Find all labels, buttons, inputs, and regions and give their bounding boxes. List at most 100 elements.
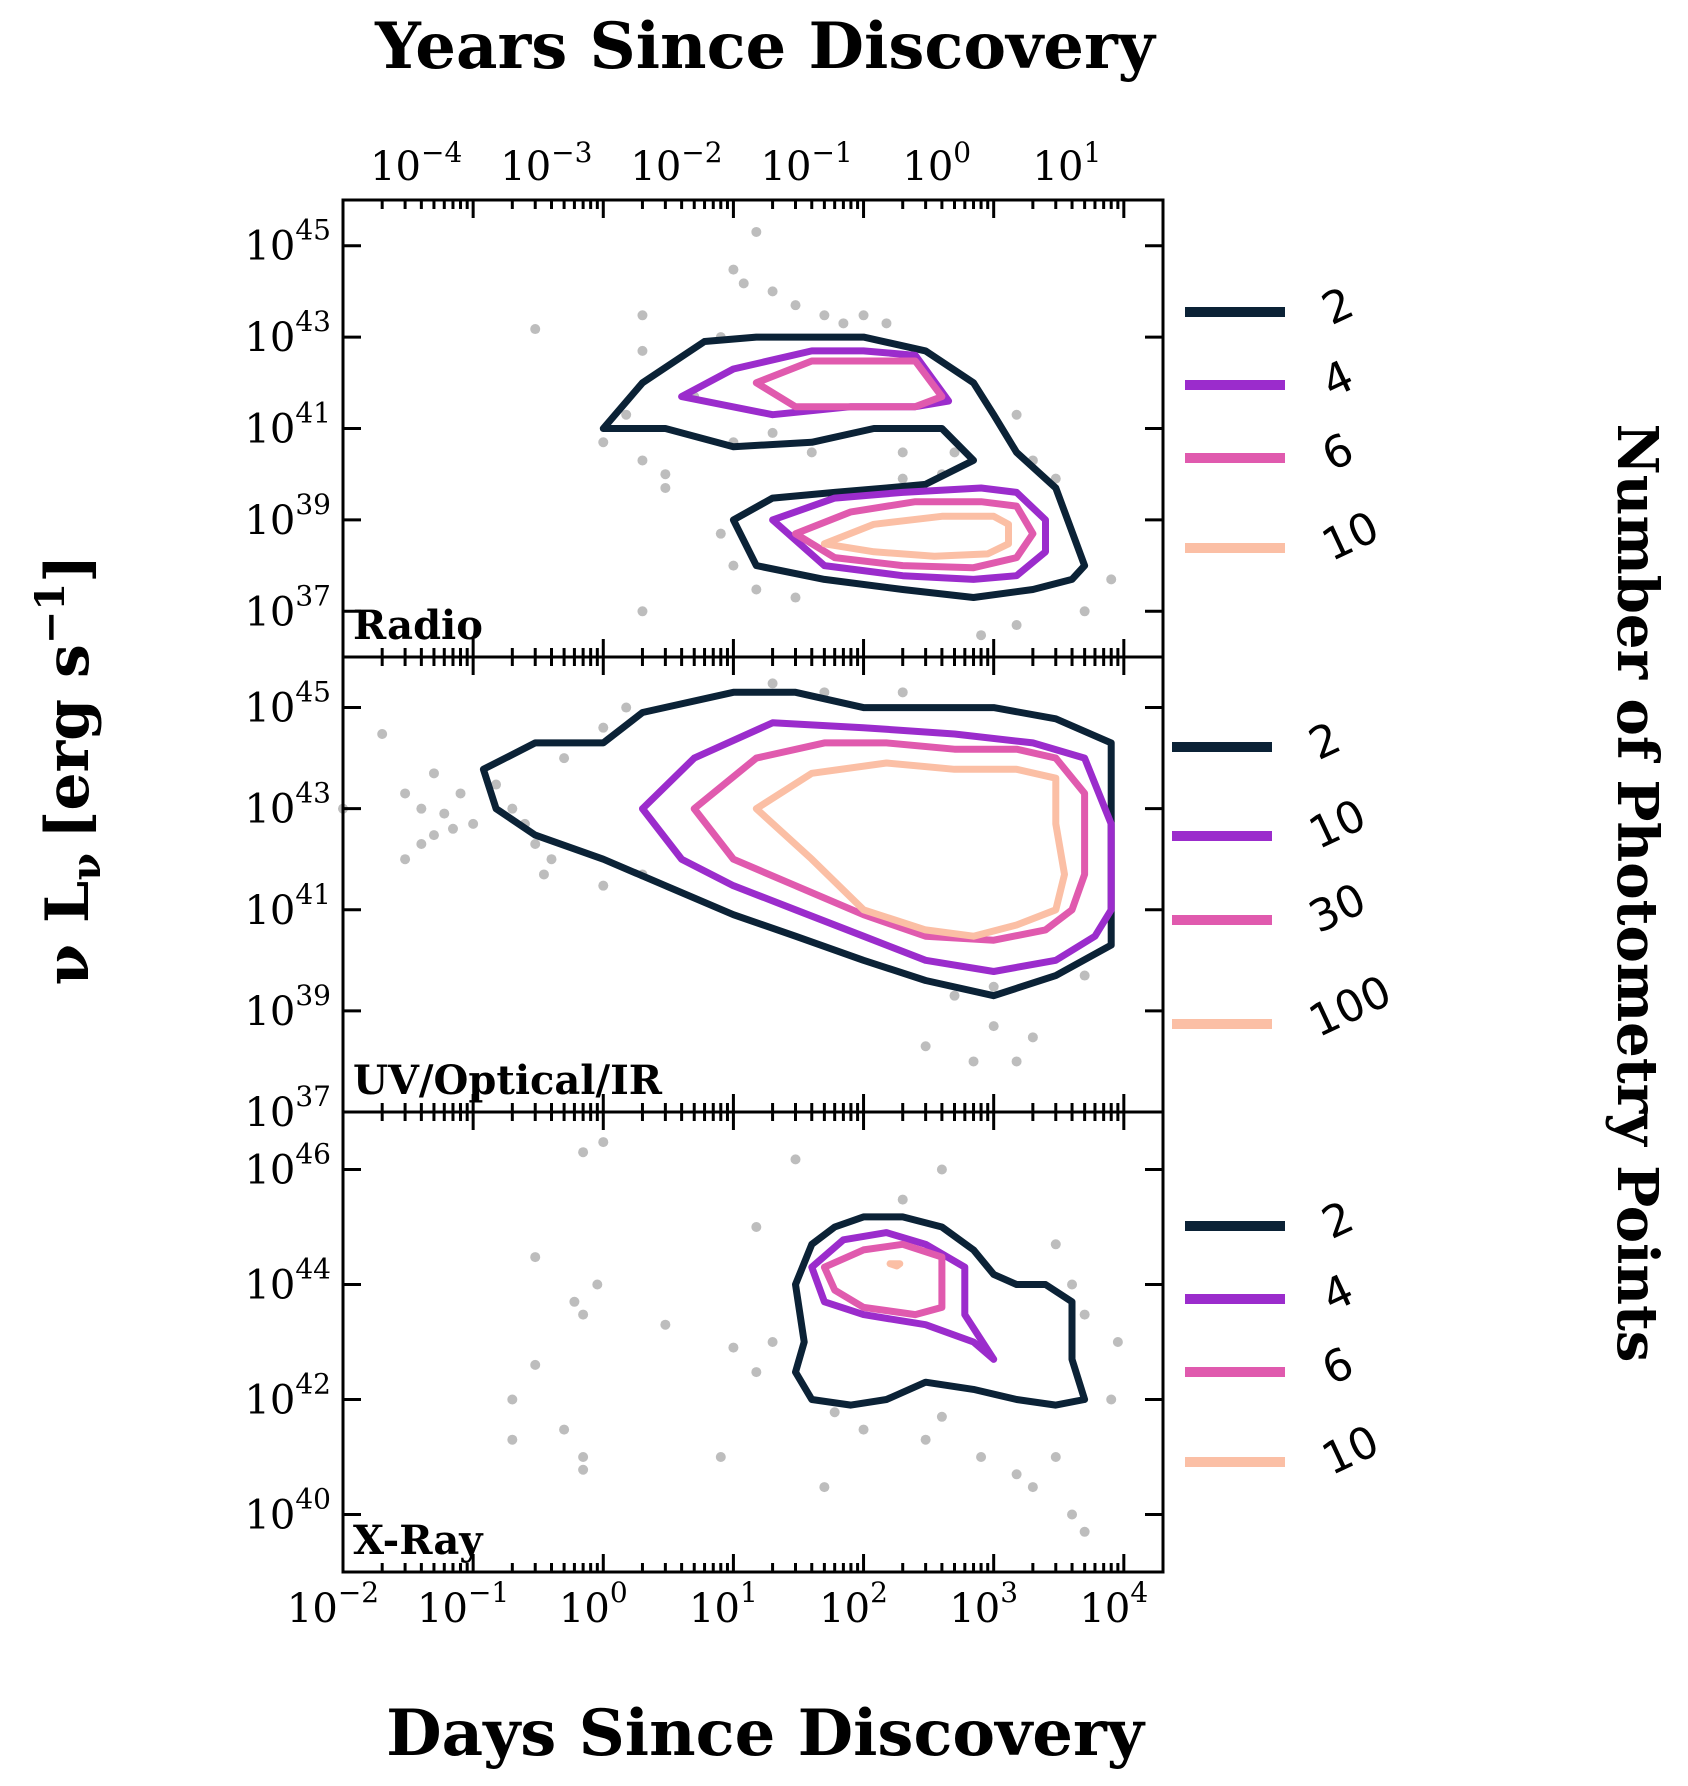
data-point xyxy=(660,1319,671,1330)
data-point xyxy=(858,1424,869,1435)
contour-level-6 xyxy=(752,357,946,411)
data-point xyxy=(751,584,762,595)
legend-label: 4 xyxy=(1314,351,1361,409)
contour-level-4 xyxy=(769,484,1049,583)
data-point xyxy=(507,1434,518,1445)
contour-level-100 xyxy=(752,759,1068,940)
data-point xyxy=(637,606,648,617)
y-axis-title-sub: ν xyxy=(63,853,110,881)
data-point xyxy=(621,409,632,420)
y-axis-title-sup: −1 xyxy=(27,583,74,644)
data-point xyxy=(897,473,908,484)
data-point xyxy=(738,278,749,289)
data-point xyxy=(559,753,570,764)
data-point xyxy=(715,1452,726,1462)
data-point xyxy=(660,469,671,480)
x-axis-labels: 10−2 10−1 100 101 102 103 104 xyxy=(287,1576,1148,1632)
x-tick-label: 100 xyxy=(559,1576,628,1632)
data-point xyxy=(559,1424,570,1435)
data-point xyxy=(988,981,999,992)
x-tick-label: 10−2 xyxy=(287,1576,379,1632)
y-tick-label: 1037 xyxy=(244,579,331,635)
contour-level-10 xyxy=(639,719,1115,975)
bottom-axis-title: Days Since Discovery xyxy=(386,1696,1146,1771)
data-point xyxy=(377,728,388,739)
y-tick-label: 1046 xyxy=(244,1138,331,1194)
data-point xyxy=(767,286,778,297)
data-point xyxy=(767,427,778,438)
data-point xyxy=(790,300,801,311)
data-point xyxy=(1050,1239,1061,1250)
data-point xyxy=(806,447,817,458)
data-point xyxy=(728,264,739,275)
panel-frame xyxy=(341,655,1165,1114)
data-point xyxy=(751,226,762,237)
x-tick-label: 103 xyxy=(949,1576,1018,1632)
data-point xyxy=(598,722,609,733)
data-point xyxy=(569,1296,580,1307)
data-point xyxy=(428,830,439,841)
contour-level-10 xyxy=(886,1260,904,1270)
y-axis: 1040 1042 1044 1046 xyxy=(244,1138,1163,1539)
data-point xyxy=(936,1164,947,1175)
data-point xyxy=(621,702,632,713)
contour-level-2 xyxy=(479,688,1115,1000)
data-point xyxy=(1050,1452,1061,1462)
top-tick-label: 100 xyxy=(902,136,971,190)
data-point xyxy=(578,1309,589,1320)
data-point xyxy=(1106,574,1117,585)
colorbar-title: Number of Photometry Points xyxy=(1604,424,1670,1363)
data-point xyxy=(1011,409,1022,420)
contour-level-30 xyxy=(690,739,1089,944)
data-point xyxy=(637,310,648,321)
data-point xyxy=(578,1452,589,1462)
data-point xyxy=(920,1041,931,1052)
data-point xyxy=(819,1482,830,1493)
scatter-points xyxy=(507,1137,1123,1537)
data-point xyxy=(598,1137,609,1148)
y-axis-title: ν Lν [erg s−1] xyxy=(27,554,110,985)
contour-level-10 xyxy=(820,512,1012,560)
data-point xyxy=(637,455,648,466)
data-point xyxy=(491,779,502,790)
density-contours xyxy=(479,688,1115,1000)
data-point xyxy=(751,1222,762,1232)
y-tick-label: 1044 xyxy=(244,1253,331,1309)
data-point xyxy=(1079,970,1090,981)
legend-label: 6 xyxy=(1314,1338,1361,1396)
y-tick-label: 1037 xyxy=(244,1080,331,1136)
top-tick-label: 10−3 xyxy=(500,136,592,190)
y-tick-label: 1039 xyxy=(244,488,331,544)
data-point xyxy=(976,630,987,641)
data-point xyxy=(858,310,869,321)
data-point xyxy=(400,854,411,865)
data-point xyxy=(728,1342,739,1353)
top-axis-title: Years Since Discovery xyxy=(374,9,1157,84)
scatter-points xyxy=(338,678,1090,1067)
data-point xyxy=(1112,1337,1123,1347)
data-point xyxy=(881,318,892,329)
x-ticks xyxy=(341,200,1165,657)
data-point xyxy=(400,788,411,799)
data-point xyxy=(1027,1032,1038,1043)
data-point xyxy=(578,1464,589,1475)
data-point xyxy=(767,678,778,689)
data-point xyxy=(1027,1482,1038,1493)
data-point xyxy=(897,447,908,458)
legend-label: 4 xyxy=(1314,1265,1361,1323)
data-point xyxy=(819,310,830,321)
top-years-axis: 10−4 10−3 10−2 10−1 100 101 xyxy=(370,136,1101,190)
data-point xyxy=(1011,620,1022,631)
data-point xyxy=(1067,1279,1078,1290)
y-tick-label: 1043 xyxy=(244,777,331,833)
data-point xyxy=(637,345,648,356)
data-point xyxy=(507,1394,518,1405)
data-point xyxy=(598,880,609,891)
data-point xyxy=(447,823,458,834)
data-point xyxy=(1079,1526,1090,1537)
data-point xyxy=(598,437,609,448)
data-point xyxy=(936,1411,947,1422)
panel-radio: 1037 1039 1041 1043 1045 Radio 2 4 6 10 xyxy=(244,198,1387,659)
x-tick-label: 104 xyxy=(1079,1576,1148,1632)
top-tick-label: 10−1 xyxy=(761,136,853,190)
